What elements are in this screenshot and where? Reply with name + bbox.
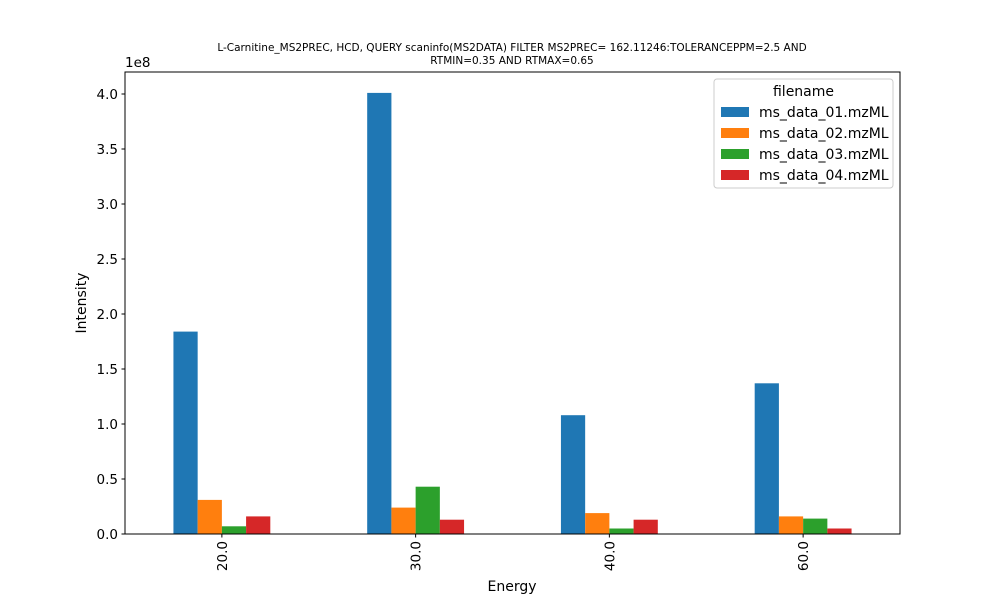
bar: [827, 528, 852, 534]
legend-swatch: [721, 107, 749, 117]
chart-title-line-1: L-Carnitine_MS2PREC, HCD, QUERY scaninfo…: [217, 42, 806, 54]
bar: [246, 516, 271, 534]
bars-group: [173, 92, 852, 535]
x-tick-label: 60.0: [796, 541, 812, 571]
bar: [585, 513, 610, 534]
bar: [173, 331, 198, 534]
legend-swatch: [721, 149, 749, 159]
y-axis: 0.0 0.5 1.0 1.5 2.0 2.5 3.0 3.5 4.0: [97, 87, 125, 543]
bar: [367, 92, 392, 535]
legend-label: ms_data_02.mzML: [759, 126, 889, 142]
bar: [803, 518, 828, 534]
y-tick-label: 3.5: [97, 142, 118, 158]
bar: [221, 526, 247, 534]
bar: [778, 516, 804, 534]
y-axis-label: Intensity: [74, 273, 90, 334]
x-axis-label: Energy: [487, 579, 536, 595]
y-tick-label: 1.5: [97, 362, 118, 378]
y-tick-label: 1.0: [97, 417, 118, 433]
bar: [391, 507, 416, 534]
bar: [754, 383, 779, 534]
bar: [560, 415, 586, 534]
legend-label: ms_data_03.mzML: [759, 147, 889, 163]
legend-box: [713, 78, 894, 189]
x-tick-label: 20.0: [215, 541, 231, 571]
y-offset-text: 1e8: [125, 55, 150, 71]
y-tick-label: 2.5: [97, 252, 118, 268]
y-tick-label: 4.0: [97, 87, 118, 103]
bar: [633, 519, 658, 534]
legend-swatch: [721, 170, 749, 180]
x-tick-label: 30.0: [409, 541, 425, 571]
y-tick-label: 0.5: [97, 472, 118, 488]
bar: [197, 499, 222, 534]
x-axis: 20.0 30.0 40.0 60.0: [215, 534, 812, 571]
bar: [609, 528, 634, 534]
bar: [415, 486, 440, 534]
legend-label: ms_data_01.mzML: [759, 105, 889, 121]
y-tick-label: 0.0: [97, 527, 118, 543]
bar: [439, 519, 465, 534]
legend-swatch: [721, 128, 749, 138]
legend: filename ms_data_01.mzML ms_data_02.mzMLms…: [713, 78, 894, 189]
legend-label: ms_data_04.mzML: [759, 168, 889, 184]
x-tick-label: 40.0: [602, 541, 618, 571]
y-tick-label: 2.0: [97, 307, 118, 323]
chart-title-line-2: RTMIN=0.35 AND RTMAX=0.65: [430, 55, 594, 67]
y-tick-label: 3.0: [97, 197, 118, 213]
legend-title: filename: [773, 84, 834, 100]
plot-area-frame: [124, 71, 901, 535]
